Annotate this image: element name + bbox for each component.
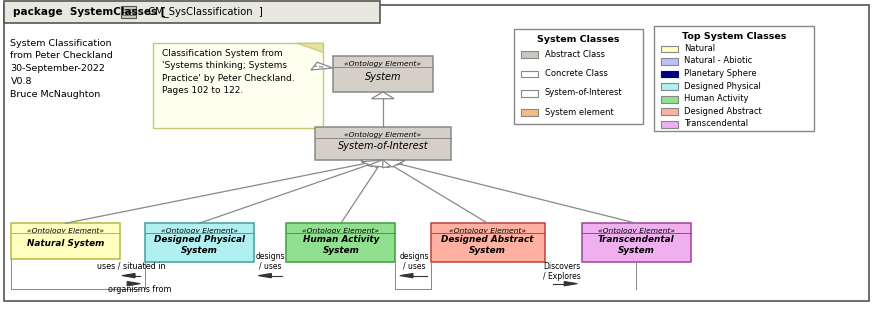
Text: Transcendental: Transcendental: [684, 119, 748, 128]
FancyBboxPatch shape: [521, 109, 538, 116]
Polygon shape: [383, 160, 405, 167]
Polygon shape: [564, 281, 577, 286]
Text: Classification System from
'Systems thinking; Systems
Practice' by Peter Checkla: Classification System from 'Systems thin…: [162, 49, 295, 95]
Text: System-of-Interest: System-of-Interest: [337, 141, 428, 151]
FancyBboxPatch shape: [661, 71, 678, 78]
Text: Abstract Class: Abstract Class: [545, 49, 605, 59]
Text: designs
/ uses: designs / uses: [255, 252, 285, 271]
FancyBboxPatch shape: [521, 71, 538, 78]
Text: Planetary Sphere: Planetary Sphere: [684, 69, 757, 78]
FancyBboxPatch shape: [661, 83, 678, 90]
Text: organisms from: organisms from: [108, 285, 171, 294]
Text: Designed Physical
System: Designed Physical System: [154, 235, 245, 255]
Polygon shape: [128, 281, 141, 286]
FancyBboxPatch shape: [145, 223, 253, 262]
Polygon shape: [360, 160, 383, 167]
Text: Designed Abstract: Designed Abstract: [684, 107, 762, 116]
Text: «Ontology Element»: «Ontology Element»: [598, 228, 675, 234]
Text: System-of-Interest: System-of-Interest: [545, 88, 622, 97]
FancyBboxPatch shape: [315, 127, 451, 160]
FancyBboxPatch shape: [582, 223, 690, 262]
Text: Designed Abstract
System: Designed Abstract System: [441, 235, 534, 255]
Text: Human Activity: Human Activity: [684, 94, 749, 103]
Text: Concrete Class: Concrete Class: [545, 69, 607, 78]
Text: Human Activity
System: Human Activity System: [302, 235, 379, 255]
FancyBboxPatch shape: [4, 1, 380, 23]
Text: «Ontology Element»: «Ontology Element»: [161, 228, 238, 234]
Text: Natural - Abiotic: Natural - Abiotic: [684, 56, 753, 66]
Text: uses / situated in: uses / situated in: [97, 262, 165, 271]
Polygon shape: [371, 92, 394, 99]
Polygon shape: [361, 160, 383, 167]
Text: Designed Physical: Designed Physical: [684, 82, 761, 91]
Text: «Ontology Element»: «Ontology Element»: [27, 228, 104, 234]
FancyBboxPatch shape: [661, 58, 678, 65]
Text: package  SystemClasses [: package SystemClasses [: [13, 6, 165, 17]
Text: Top System Classes: Top System Classes: [682, 32, 786, 41]
Text: Transcendental
System: Transcendental System: [598, 235, 675, 255]
FancyBboxPatch shape: [661, 96, 678, 103]
FancyBboxPatch shape: [121, 6, 136, 18]
FancyBboxPatch shape: [661, 108, 678, 115]
FancyBboxPatch shape: [4, 5, 869, 301]
Text: «Ontology Element»: «Ontology Element»: [344, 61, 421, 67]
Text: CM_SysClassification  ]: CM_SysClassification ]: [142, 6, 263, 17]
Text: designs
/ uses: designs / uses: [399, 252, 429, 271]
Polygon shape: [367, 160, 390, 167]
FancyBboxPatch shape: [514, 29, 643, 124]
FancyBboxPatch shape: [521, 90, 538, 97]
Text: Natural: Natural: [684, 44, 716, 53]
FancyBboxPatch shape: [654, 26, 814, 131]
FancyBboxPatch shape: [10, 223, 121, 259]
FancyBboxPatch shape: [153, 43, 323, 128]
Text: System element: System element: [545, 108, 614, 116]
Polygon shape: [297, 43, 323, 53]
Text: System: System: [364, 72, 401, 82]
Text: Discovers
/ Explores: Discovers / Explores: [543, 262, 581, 281]
Text: System Classification
from Peter Checkland
30-September-2022
V0.8
Bruce McNaught: System Classification from Peter Checkla…: [10, 39, 114, 99]
FancyBboxPatch shape: [332, 56, 434, 92]
Polygon shape: [400, 273, 413, 278]
Polygon shape: [383, 160, 402, 168]
Text: System Classes: System Classes: [538, 35, 620, 44]
FancyBboxPatch shape: [661, 45, 678, 52]
FancyBboxPatch shape: [287, 223, 395, 262]
Polygon shape: [311, 62, 332, 70]
Text: «Ontology Element»: «Ontology Element»: [344, 132, 421, 138]
FancyBboxPatch shape: [661, 121, 678, 128]
Polygon shape: [259, 273, 271, 278]
Text: Natural System: Natural System: [27, 239, 104, 248]
FancyBboxPatch shape: [521, 51, 538, 58]
Text: «Ontology Element»: «Ontology Element»: [302, 228, 379, 234]
FancyBboxPatch shape: [431, 223, 545, 262]
Polygon shape: [122, 273, 135, 278]
Text: «Ontology Element»: «Ontology Element»: [449, 228, 526, 234]
